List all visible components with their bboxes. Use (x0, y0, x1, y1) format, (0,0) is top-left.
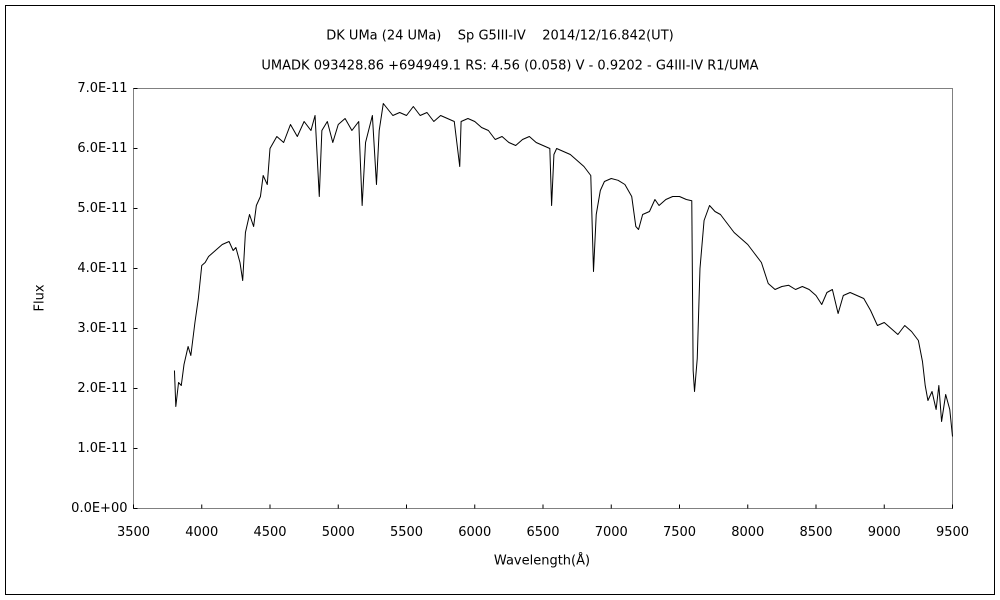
x-tick-label: 6500 (526, 525, 559, 540)
y-tick-label: 5.0E-11 (77, 201, 127, 216)
x-tick-label: 8000 (731, 525, 764, 540)
y-tick-label: 4.0E-11 (77, 261, 127, 276)
chart-frame (5, 5, 995, 595)
x-tick-label: 9000 (868, 525, 901, 540)
spectrum-line (173, 103, 953, 437)
y-tick-label: 0.0E+00 (71, 501, 127, 516)
x-tick-label: 7500 (663, 525, 696, 540)
x-tick-label: 4500 (253, 525, 286, 540)
x-tick-label: 8500 (799, 525, 832, 540)
y-tick-label: 6.0E-11 (77, 141, 127, 156)
y-tick-label: 7.0E-11 (77, 81, 127, 96)
x-tick-label: 9500 (936, 525, 969, 540)
chart-subtitle: UMADK 093428.86 +694949.1 RS: 4.56 (0.05… (261, 59, 758, 74)
y-axis-label: Flux (33, 284, 48, 311)
x-tick-label: 6000 (458, 525, 491, 540)
x-tick-label: 5500 (390, 525, 423, 540)
x-axis-label: Wavelength(Å) (494, 553, 590, 569)
x-tick-label: 4000 (185, 525, 218, 540)
x-tick-label: 5000 (322, 525, 355, 540)
plot-area (133, 88, 953, 509)
x-tick-label: 7000 (595, 525, 628, 540)
chart-title: DK UMa (24 UMa) Sp G5III-IV 2014/12/16.8… (326, 29, 673, 44)
y-tick-label: 3.0E-11 (77, 321, 127, 336)
y-tick-label: 2.0E-11 (77, 381, 127, 396)
y-tick-label: 1.0E-11 (77, 441, 127, 456)
x-tick-label: 3500 (117, 525, 150, 540)
